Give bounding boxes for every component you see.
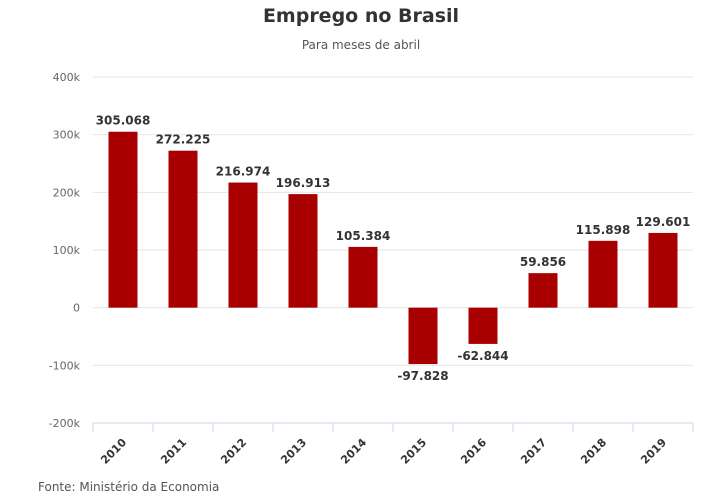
y-tick-label: 100k (53, 244, 81, 257)
bar-2013 (288, 194, 318, 308)
x-tick-label: 2011 (158, 436, 189, 467)
x-tick-label: 2015 (398, 436, 429, 467)
x-tick-label: 2017 (518, 436, 549, 467)
y-tick-label: 300k (53, 129, 81, 142)
data-label: -97.828 (397, 369, 448, 383)
data-label: 216.974 (216, 165, 271, 179)
data-label: 115.898 (576, 223, 631, 237)
data-label: -62.844 (457, 349, 508, 363)
x-tick-label: 2010 (98, 436, 129, 467)
bar-2019 (648, 232, 678, 308)
bar-2017 (528, 273, 558, 308)
y-tick-label: -100k (49, 359, 81, 372)
x-tick-label: 2016 (458, 436, 489, 467)
data-label: 305.068 (96, 114, 151, 128)
source-note: Fonte: Ministério da Economia (38, 480, 219, 494)
data-label: 129.601 (636, 215, 691, 229)
bar-2012 (228, 182, 258, 308)
y-tick-label: 200k (53, 186, 81, 199)
x-tick-label: 2012 (218, 436, 249, 467)
bar-2018 (588, 240, 618, 308)
x-tick-label: 2018 (578, 436, 609, 467)
data-label: 105.384 (336, 229, 391, 243)
bar-2010 (108, 131, 138, 308)
chart-title: Emprego no Brasil (263, 5, 459, 27)
y-tick-label: 0 (73, 302, 80, 315)
x-tick-label: 2014 (338, 436, 369, 467)
bar-2015 (408, 307, 438, 365)
chart-subtitle: Para meses de abril (302, 38, 420, 52)
bar-2014 (348, 246, 378, 308)
bar-2011 (168, 150, 198, 308)
data-label: 196.913 (276, 176, 331, 190)
y-tick-label: 400k (53, 71, 81, 84)
y-tick-label: -200k (49, 417, 81, 430)
data-label: 59.856 (520, 255, 566, 269)
data-label: 272.225 (156, 133, 211, 147)
bar-2016 (468, 307, 498, 344)
x-tick-label: 2013 (278, 436, 309, 467)
x-tick-label: 2019 (638, 436, 669, 467)
